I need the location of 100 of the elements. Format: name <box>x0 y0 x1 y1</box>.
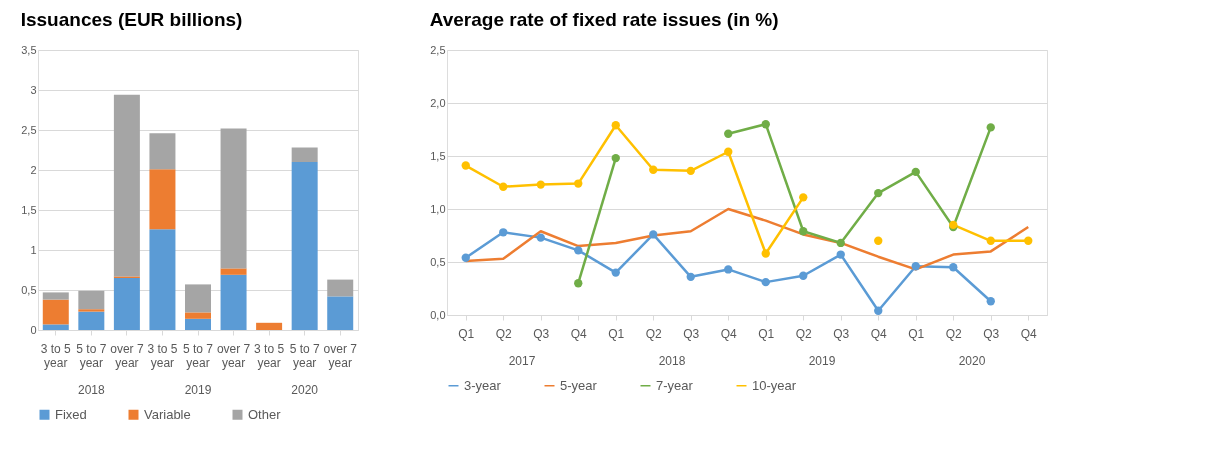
x-tick-label: over 7 year <box>216 341 251 370</box>
y-tick-label: 3 <box>30 83 37 96</box>
point <box>799 271 808 280</box>
bar <box>256 322 283 330</box>
x-tick-label: 3 to 5 year <box>147 341 178 370</box>
point <box>686 272 695 282</box>
x-tick-label: Q1 <box>608 326 625 341</box>
point <box>461 161 470 170</box>
x-tick-label: Q4 <box>720 326 738 341</box>
text: 2019 <box>808 354 836 368</box>
bar <box>185 312 211 319</box>
x-tick-label: Q1 <box>908 326 925 341</box>
bar <box>149 133 176 170</box>
y-tick-label: 2 <box>30 163 37 176</box>
x-tick-label: 5 to 7 year <box>182 341 214 370</box>
legend-label: 7-year <box>656 377 694 393</box>
point <box>574 279 583 288</box>
chart-title: Average rate of fixed rate issues (in %) <box>429 9 779 30</box>
point <box>611 121 620 130</box>
x-tick-label: 3 to 5 year <box>40 341 72 370</box>
x-tick-label: 5 to 7 year <box>289 341 320 370</box>
point <box>761 277 770 287</box>
y-tick-label: 2,0 <box>430 96 446 109</box>
point <box>911 167 920 177</box>
bar <box>327 296 354 330</box>
point <box>761 249 770 258</box>
y-tick-label: 1,5 <box>21 203 37 216</box>
bar <box>149 229 176 330</box>
point <box>986 297 995 306</box>
x-tick-label: Q4 <box>1020 326 1038 341</box>
point <box>836 250 845 259</box>
point <box>649 230 658 239</box>
x-tick-label: over 7 year <box>110 341 144 370</box>
x-tick-label: Q2 <box>945 326 963 341</box>
y-tick-label: 3,5 <box>21 43 37 56</box>
point <box>574 179 583 188</box>
x-tick-label: Q2 <box>645 326 663 341</box>
bar <box>291 147 318 162</box>
text: 2017 <box>508 354 536 368</box>
x-tick-label: over 7 year <box>323 341 358 370</box>
text: 2019 <box>184 383 212 397</box>
x-tick-label: Q1 <box>758 326 775 341</box>
bar <box>78 290 105 310</box>
bar <box>42 324 69 330</box>
point <box>874 306 883 315</box>
x-tick-label: Q2 <box>495 326 513 341</box>
point <box>461 253 470 262</box>
point <box>611 268 620 277</box>
legend-label: Fixed <box>55 406 87 422</box>
x-tick-label: 3 to 5 year <box>254 341 285 370</box>
y-tick-label: 0 <box>30 323 37 336</box>
text: 2020 <box>291 383 319 397</box>
legend-label: 3-year <box>464 377 502 393</box>
y-tick-label: 2,5 <box>21 123 37 136</box>
point <box>536 233 545 242</box>
point <box>724 147 733 156</box>
point <box>799 193 808 202</box>
y-tick-label: 1 <box>30 243 37 256</box>
bar <box>291 162 318 330</box>
text: 2018 <box>77 383 105 397</box>
bar <box>78 311 105 330</box>
bar <box>113 94 140 277</box>
bar <box>78 309 105 312</box>
y-tick-label: 1,5 <box>430 149 446 162</box>
legend-label: Other <box>248 406 282 422</box>
point <box>874 188 883 198</box>
x-tick-label: Q2 <box>795 326 813 341</box>
point <box>986 123 995 132</box>
legend-label: 5-year <box>560 377 598 393</box>
bar <box>185 318 211 330</box>
x-tick-label: Q1 <box>458 326 475 341</box>
x-tick-label: Q3 <box>983 326 1000 341</box>
y-tick-label: 1,0 <box>430 202 446 215</box>
bar <box>185 284 211 313</box>
point <box>649 165 658 174</box>
x-tick-label: Q3 <box>533 326 550 341</box>
bar <box>113 278 140 330</box>
point <box>536 180 545 189</box>
legend-label: 10-year <box>752 377 797 393</box>
point <box>499 228 508 237</box>
bar <box>220 268 247 275</box>
point <box>724 265 733 274</box>
point <box>574 246 583 255</box>
point <box>949 263 958 272</box>
bar <box>220 274 247 330</box>
x-tick-label: Q3 <box>833 326 850 341</box>
legend-label: Variable <box>144 406 191 422</box>
y-tick-label: 2,5 <box>430 43 446 56</box>
x-tick-label: Q3 <box>683 326 700 341</box>
point <box>761 120 770 129</box>
y-tick-label: 0,0 <box>430 308 446 321</box>
y-tick-label: 0,5 <box>430 255 446 268</box>
point <box>611 153 620 163</box>
text: 2020 <box>958 354 986 368</box>
x-tick-label: Q4 <box>870 326 888 341</box>
text: 2018 <box>658 354 686 368</box>
point <box>836 238 845 248</box>
x-tick-label: Q4 <box>570 326 588 341</box>
bar <box>327 279 354 297</box>
point <box>724 129 733 138</box>
